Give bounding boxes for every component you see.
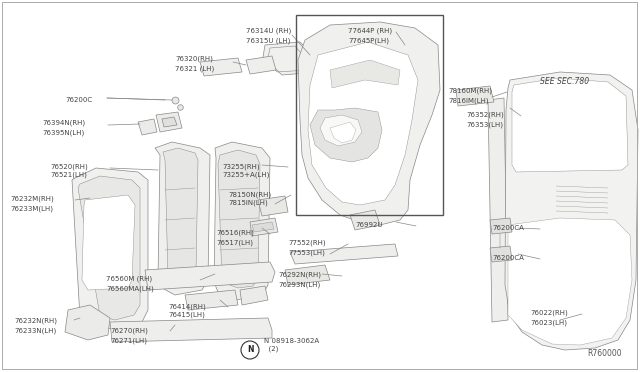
Text: 76395N(LH): 76395N(LH) xyxy=(42,129,84,135)
Text: 76200CA: 76200CA xyxy=(492,225,524,231)
Polygon shape xyxy=(78,176,140,320)
Text: N: N xyxy=(247,346,253,355)
Text: 78160M(RH): 78160M(RH) xyxy=(448,88,492,94)
Polygon shape xyxy=(246,56,276,74)
Text: 77645P(LH): 77645P(LH) xyxy=(348,37,389,44)
Text: 76516(RH): 76516(RH) xyxy=(216,230,254,237)
Polygon shape xyxy=(145,262,275,290)
Text: 76270(RH): 76270(RH) xyxy=(110,328,148,334)
Text: N 08918-3062A
  (2): N 08918-3062A (2) xyxy=(264,338,319,352)
Polygon shape xyxy=(156,112,182,132)
Polygon shape xyxy=(512,78,628,172)
Text: 76233N(LH): 76233N(LH) xyxy=(14,327,56,334)
Text: 76320(RH): 76320(RH) xyxy=(175,56,213,62)
Polygon shape xyxy=(252,222,274,232)
Text: 76560MA(LH): 76560MA(LH) xyxy=(106,285,154,292)
Text: 76517(LH): 76517(LH) xyxy=(216,239,253,246)
Text: R760000: R760000 xyxy=(588,349,622,358)
Text: 76292N(RH): 76292N(RH) xyxy=(278,272,321,279)
Polygon shape xyxy=(163,148,198,283)
Text: 76992U: 76992U xyxy=(355,222,383,228)
Text: 76314U (RH): 76314U (RH) xyxy=(246,28,291,35)
Text: 76315U (LH): 76315U (LH) xyxy=(246,37,291,44)
Text: 76232N(RH): 76232N(RH) xyxy=(14,318,57,324)
Text: 77644P (RH): 77644P (RH) xyxy=(348,28,392,35)
Text: 76520(RH): 76520(RH) xyxy=(50,163,88,170)
Text: 76233M(LH): 76233M(LH) xyxy=(10,205,53,212)
Polygon shape xyxy=(155,142,210,295)
Text: 76415(LH): 76415(LH) xyxy=(168,312,205,318)
Polygon shape xyxy=(456,86,494,106)
Polygon shape xyxy=(290,244,398,264)
Polygon shape xyxy=(320,115,362,146)
Polygon shape xyxy=(263,42,320,75)
Polygon shape xyxy=(185,290,238,310)
Circle shape xyxy=(241,341,259,359)
Polygon shape xyxy=(505,72,638,350)
Text: 76200C: 76200C xyxy=(65,97,92,103)
Polygon shape xyxy=(330,122,356,143)
Polygon shape xyxy=(310,108,382,162)
Text: 73255+A(LH): 73255+A(LH) xyxy=(222,172,269,179)
Text: 7816IM(LH): 7816IM(LH) xyxy=(448,97,488,103)
Polygon shape xyxy=(110,318,272,342)
Text: 7815IN(LH): 7815IN(LH) xyxy=(228,200,268,206)
Text: 76293N(LH): 76293N(LH) xyxy=(278,281,320,288)
Polygon shape xyxy=(508,218,632,345)
Text: 76022(RH): 76022(RH) xyxy=(530,310,568,317)
Text: 76232M(RH): 76232M(RH) xyxy=(10,196,54,202)
Text: SEE SEC.780: SEE SEC.780 xyxy=(540,77,589,87)
Text: 76321 (LH): 76321 (LH) xyxy=(175,65,214,71)
Text: 76352(RH): 76352(RH) xyxy=(466,112,504,119)
Polygon shape xyxy=(72,168,148,330)
Polygon shape xyxy=(330,60,400,88)
Polygon shape xyxy=(285,265,330,285)
Polygon shape xyxy=(82,195,135,290)
Text: 76353(LH): 76353(LH) xyxy=(466,121,503,128)
Text: 76023(LH): 76023(LH) xyxy=(530,319,567,326)
Text: 78150N(RH): 78150N(RH) xyxy=(228,191,271,198)
Text: 76394N(RH): 76394N(RH) xyxy=(42,120,85,126)
Polygon shape xyxy=(65,305,110,340)
Text: 77553(LH): 77553(LH) xyxy=(288,249,325,256)
Polygon shape xyxy=(258,196,288,216)
Text: 77552(RH): 77552(RH) xyxy=(288,240,326,247)
Polygon shape xyxy=(250,218,278,236)
Text: 73255(RH): 73255(RH) xyxy=(222,163,260,170)
Polygon shape xyxy=(214,142,270,300)
Polygon shape xyxy=(350,210,380,230)
Bar xyxy=(296,15,443,215)
Polygon shape xyxy=(490,218,512,234)
Text: 76200CA: 76200CA xyxy=(492,255,524,261)
Polygon shape xyxy=(200,58,242,76)
Text: 76271(LH): 76271(LH) xyxy=(110,337,147,343)
Polygon shape xyxy=(488,98,508,322)
Polygon shape xyxy=(490,246,512,262)
Text: 76560M (RH): 76560M (RH) xyxy=(106,276,152,282)
Polygon shape xyxy=(138,119,157,135)
Polygon shape xyxy=(162,117,177,127)
Polygon shape xyxy=(298,22,440,225)
Polygon shape xyxy=(218,150,260,288)
Text: 76414(RH): 76414(RH) xyxy=(168,303,205,310)
Polygon shape xyxy=(240,286,268,305)
Text: 76521(LH): 76521(LH) xyxy=(50,172,87,179)
Polygon shape xyxy=(308,42,418,205)
